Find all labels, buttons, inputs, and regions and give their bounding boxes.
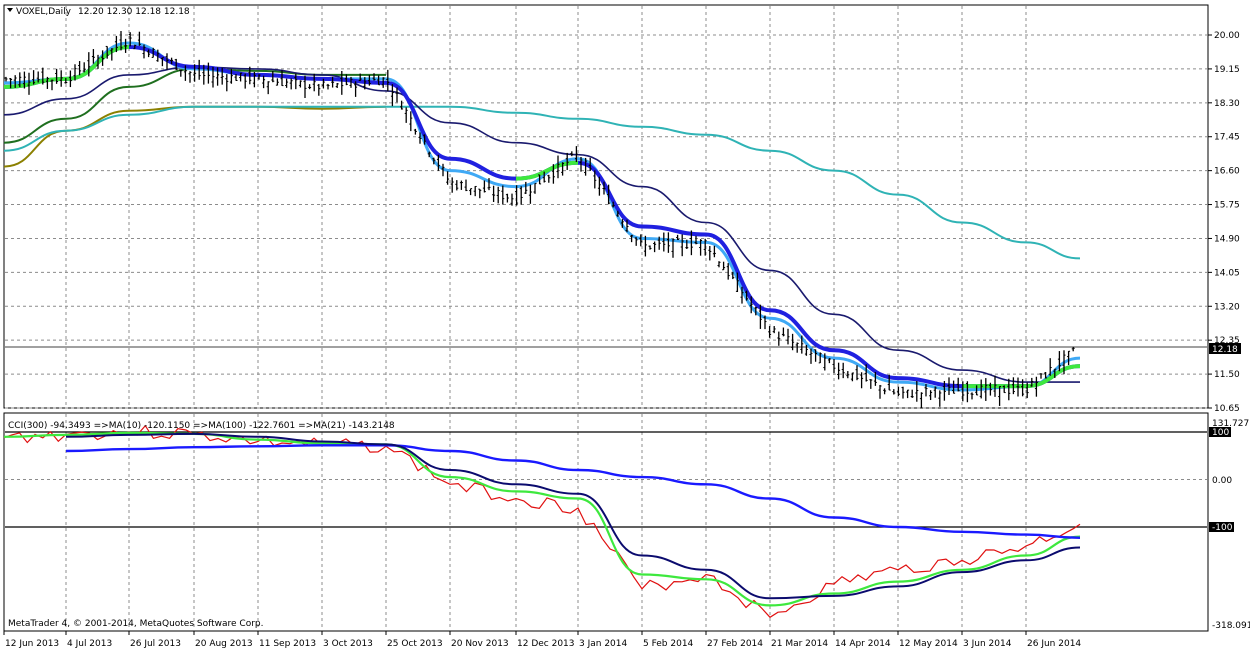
indicator-series-layer [3,424,1081,619]
copyright-text: MetaTrader 4, © 2001-2014, MetaQuotes So… [8,619,264,629]
current-price-tag [1209,343,1241,354]
x-tick-label: 12 Dec 2013 [517,639,575,649]
x-tick-label: 3 Jun 2014 [963,639,1012,649]
y-tick-label: 10.65 [1214,404,1240,414]
y-tick-label: 16.60 [1214,167,1240,177]
series-ma-slow-teal [3,105,1081,260]
series-signal-green [515,160,579,181]
price-bars [4,31,1075,408]
series-cci [3,424,1081,619]
indicator-header: CCI(300) -94.3493 =>MA(10) -120.1150 =>M… [8,421,395,431]
level-minus-100-tag [1209,522,1234,532]
x-tick-label: 21 Mar 2014 [771,639,828,649]
y-tick-label: 18.30 [1214,99,1240,109]
zero-label: 0.00 [1212,476,1232,486]
x-tick-label: 3 Jan 2014 [579,639,627,649]
y-tick-label: 12.35 [1214,336,1240,346]
main-plot-frame [3,4,1209,409]
y-tick-label: 11.50 [1214,370,1240,380]
price-axis: 20.00 19.15 18.30 17.45 16.60 15.75 14.90 14.05… [1208,31,1240,414]
main-series-layer [3,41,1081,392]
x-tick-label: 4 Jul 2013 [67,639,112,649]
x-tick-label: 3 Oct 2013 [323,639,373,649]
indicator-bottom-value: -318.091 [1212,621,1250,631]
time-axis: 12 Jun 2013 4 Jul 2013 26 Jul 2013 20 Aug 2… [3,631,1081,649]
x-tick-label: 11 Sep 2013 [259,639,316,649]
chart-menu-triangle-icon[interactable] [7,8,13,12]
x-tick-label: 27 Feb 2014 [707,639,763,649]
x-tick-label: 14 Apr 2014 [835,639,891,649]
y-tick-label: 19.15 [1214,65,1240,75]
y-tick-label: 14.90 [1214,234,1240,244]
x-tick-label: 20 Aug 2013 [195,639,253,649]
y-tick-label: 15.75 [1214,201,1240,211]
indicator-plot-frame [3,412,1209,632]
level-minus-100-label: -100 [1212,523,1233,533]
y-tick-label: 14.05 [1214,268,1240,278]
x-tick-label: 5 Feb 2014 [643,639,694,649]
symbol-label: VOXEL,Daily [16,7,72,17]
main-grid [5,6,1207,409]
series-signal-green [962,364,1081,389]
level-100-tag [1209,427,1231,437]
level-100-label: 100 [1212,428,1229,438]
y-tick-label: 13.20 [1214,302,1240,312]
y-tick-label: 17.45 [1214,133,1240,143]
x-tick-label: 26 Jul 2013 [130,639,181,649]
x-tick-label: 26 Jun 2014 [1027,639,1081,649]
current-price-label: 12.18 [1212,345,1238,355]
series-cci-ma100 [65,444,1081,539]
x-tick-label: 20 Nov 2013 [451,639,509,649]
x-tick-label: 25 Oct 2013 [387,639,443,649]
ohlc-readout: 12.20 12.30 12.18 12.18 [78,7,190,17]
series-cci-ma21 [65,432,1081,600]
x-tick-label: 12 May 2014 [899,639,958,649]
y-tick-label: 20.00 [1214,31,1240,41]
x-tick-label: 12 Jun 2013 [5,639,59,649]
